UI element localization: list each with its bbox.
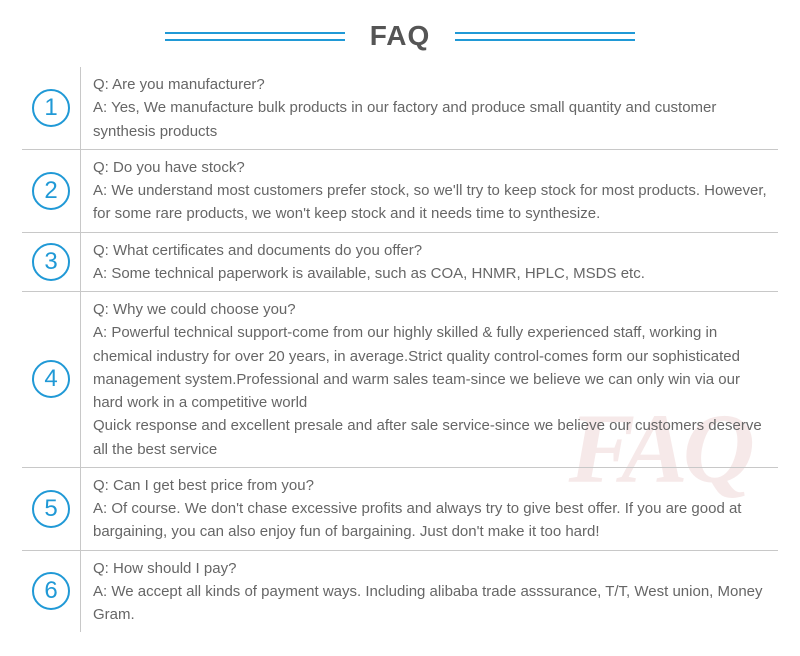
faq-content: Q: Can I get best price from you? A: Of …: [80, 468, 778, 550]
faq-list: 1 Q: Are you manufacturer? A: Yes, We ma…: [0, 67, 800, 632]
faq-question: Q: Why we could choose you?: [93, 298, 768, 321]
faq-number: 1: [32, 89, 70, 127]
faq-content: Q: How should I pay? A: We accept all ki…: [80, 551, 778, 633]
faq-content: Q: What certificates and documents do yo…: [80, 233, 778, 292]
faq-header: FAQ: [0, 0, 800, 67]
faq-item: 2 Q: Do you have stock? A: We understand…: [22, 149, 778, 232]
faq-number-box: 6: [22, 551, 80, 633]
faq-number-box: 2: [22, 150, 80, 232]
faq-question: Q: How should I pay?: [93, 557, 768, 580]
faq-question: Q: Do you have stock?: [93, 156, 768, 179]
faq-number: 3: [32, 243, 70, 281]
faq-answer: A: Yes, We manufacture bulk products in …: [93, 96, 768, 143]
faq-answer: A: Powerful technical support-come from …: [93, 321, 768, 461]
faq-number: 6: [32, 572, 70, 610]
header-line-right: [455, 32, 635, 41]
faq-content: Q: Are you manufacturer? A: Yes, We manu…: [80, 67, 778, 149]
faq-question: Q: What certificates and documents do yo…: [93, 239, 768, 262]
faq-item: 5 Q: Can I get best price from you? A: O…: [22, 467, 778, 550]
faq-number-box: 3: [22, 233, 80, 292]
faq-number-box: 4: [22, 292, 80, 467]
faq-answer: A: Of course. We don't chase excessive p…: [93, 497, 768, 544]
faq-number-box: 1: [22, 67, 80, 149]
faq-answer: A: We accept all kinds of payment ways. …: [93, 580, 768, 627]
faq-answer: A: We understand most customers prefer s…: [93, 179, 768, 226]
faq-item: 3 Q: What certificates and documents do …: [22, 232, 778, 292]
faq-answer: A: Some technical paperwork is available…: [93, 262, 768, 285]
faq-question: Q: Are you manufacturer?: [93, 73, 768, 96]
faq-item: 4 Q: Why we could choose you? A: Powerfu…: [22, 291, 778, 467]
faq-item: 1 Q: Are you manufacturer? A: Yes, We ma…: [22, 67, 778, 149]
faq-content: Q: Do you have stock? A: We understand m…: [80, 150, 778, 232]
faq-number-box: 5: [22, 468, 80, 550]
faq-question: Q: Can I get best price from you?: [93, 474, 768, 497]
faq-number: 2: [32, 172, 70, 210]
page-title: FAQ: [370, 20, 431, 52]
faq-item: 6 Q: How should I pay? A: We accept all …: [22, 550, 778, 633]
faq-content: Q: Why we could choose you? A: Powerful …: [80, 292, 778, 467]
faq-number: 5: [32, 490, 70, 528]
faq-number: 4: [32, 360, 70, 398]
header-line-left: [165, 32, 345, 41]
